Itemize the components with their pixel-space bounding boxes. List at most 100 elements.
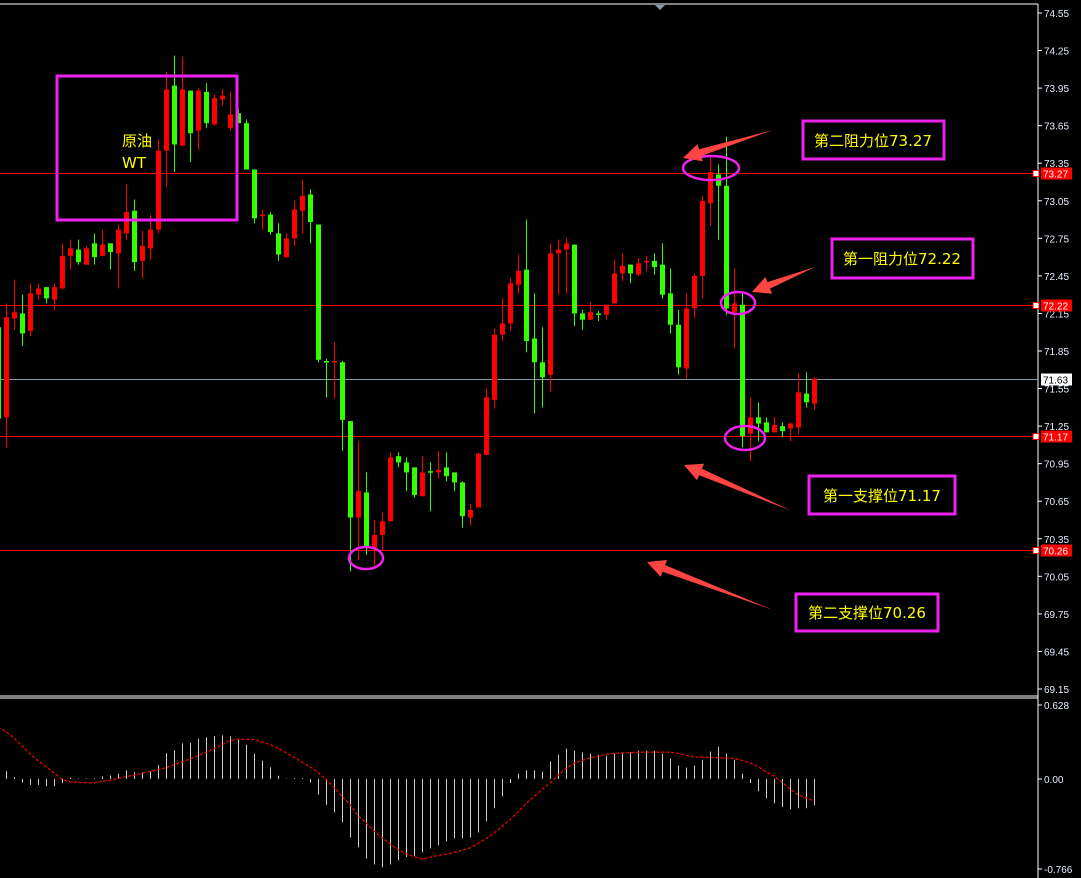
candle-body <box>436 469 441 473</box>
candle-up <box>388 452 393 522</box>
price-tick-label: 70.35 <box>1044 535 1069 546</box>
candle-down <box>628 264 633 284</box>
candle-up <box>284 233 289 259</box>
level-line-handle[interactable] <box>1032 547 1040 554</box>
candle-body <box>348 421 353 518</box>
candle-body <box>460 482 465 517</box>
price-tick-label: 71.55 <box>1044 385 1069 396</box>
candle-down <box>308 189 313 244</box>
candle-up <box>484 388 489 455</box>
candle-body <box>636 263 641 275</box>
candle-body <box>316 224 321 360</box>
candle-body <box>0 327 1 419</box>
candle-body <box>692 275 697 309</box>
candle-body <box>204 91 209 124</box>
arrow-icon <box>683 130 773 162</box>
candle-up <box>588 302 593 320</box>
candle-body <box>764 422 769 433</box>
candle-body <box>108 243 113 253</box>
candle-body <box>76 249 81 263</box>
candle-body <box>788 423 793 429</box>
candle-up <box>644 255 649 271</box>
shift-marker-icon[interactable] <box>655 5 665 10</box>
candle-up <box>548 243 553 393</box>
candle-down <box>652 253 657 275</box>
candle-down <box>348 421 353 572</box>
candle-body <box>68 248 73 256</box>
price-tick-label: 70.65 <box>1044 497 1069 508</box>
price-tick-label: 71.25 <box>1044 422 1069 433</box>
candle-body <box>372 535 377 548</box>
price-tick-label: 69.75 <box>1044 610 1069 621</box>
candle-down <box>804 372 809 408</box>
resistance-2-circle <box>681 154 741 182</box>
candle-down <box>668 268 673 334</box>
level-line-handle[interactable] <box>1032 433 1040 440</box>
candle-up <box>636 258 641 276</box>
candle-up <box>180 56 185 146</box>
support-2-box <box>794 592 940 633</box>
candle-down <box>20 294 25 346</box>
candle-down <box>596 310 601 321</box>
candle-body <box>516 270 521 285</box>
level-line-price-label: 71.17 <box>1043 433 1068 444</box>
candle-body <box>28 293 33 331</box>
candle-down <box>340 361 345 452</box>
macd-tick-label: -0.766 <box>1044 865 1073 876</box>
candle-body <box>668 293 673 325</box>
price-tick-label: 72.75 <box>1044 234 1069 245</box>
annotations: 原油 WT 第二阻力位73.27 第一阻力位72.22 第一支撑位71.17 第… <box>55 74 975 633</box>
candle-body <box>596 313 601 315</box>
candle-body <box>740 304 745 437</box>
candle-body <box>548 253 553 375</box>
candle-body <box>660 264 665 295</box>
macd-axis: 0.628 0.00 -0.766 <box>1038 701 1073 876</box>
candle-body <box>540 362 545 378</box>
candle-up <box>436 451 441 479</box>
candle-up <box>68 239 73 270</box>
title-box <box>55 74 239 222</box>
candle-body <box>756 417 761 424</box>
candle-body <box>644 260 649 263</box>
candle-down <box>108 243 113 270</box>
candle-up <box>476 452 481 508</box>
candle-body <box>620 265 625 274</box>
candle-body <box>196 90 201 131</box>
price-tick-label: 73.65 <box>1044 122 1069 133</box>
level-line-handle[interactable] <box>1032 302 1040 309</box>
candle-body <box>396 456 401 463</box>
candle-body <box>380 521 385 536</box>
candle-body <box>628 264 633 274</box>
candle-body <box>356 491 361 518</box>
candle-body <box>420 472 425 497</box>
candle-body <box>364 492 369 547</box>
candle-up <box>788 422 793 442</box>
candle-body <box>44 287 49 299</box>
candle-down <box>204 83 209 129</box>
resistance-1-box <box>830 237 975 280</box>
candle-down <box>724 136 729 315</box>
candle-up <box>28 283 33 336</box>
candle-up <box>492 328 497 409</box>
candle-body <box>604 304 609 315</box>
candle-body <box>228 114 233 129</box>
current-price-line-price-tag <box>1041 373 1072 386</box>
candle-up <box>508 278 513 331</box>
candle-up <box>684 293 689 379</box>
candle-body <box>796 392 801 428</box>
candle-body <box>156 150 161 230</box>
candle-up <box>196 88 201 150</box>
candle-up <box>116 224 121 289</box>
level-line-handle[interactable] <box>1032 170 1040 177</box>
candle-body <box>220 95 225 100</box>
macd-tick-label: 0.628 <box>1044 701 1069 712</box>
candle-up <box>708 154 713 226</box>
price-tick-label: 70.05 <box>1044 572 1069 583</box>
support-1-label: 第一支撑位71.17 <box>823 487 941 505</box>
support-2-label: 第二支撑位70.26 <box>808 604 926 622</box>
candle-body <box>116 229 121 254</box>
candle-body <box>132 210 137 263</box>
price-tick-label: 69.45 <box>1044 647 1069 658</box>
candle-down <box>324 358 329 398</box>
